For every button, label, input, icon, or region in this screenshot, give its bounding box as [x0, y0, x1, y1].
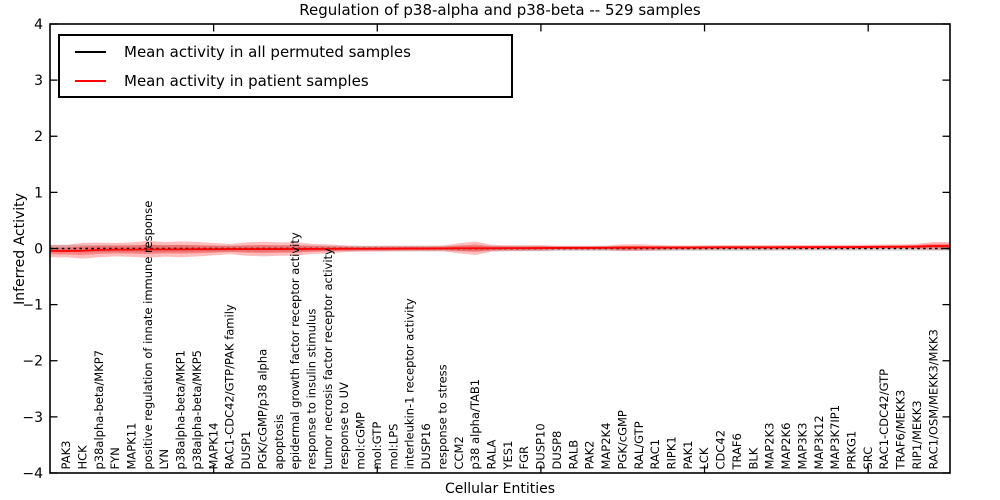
y-tick-label: 2	[34, 129, 43, 145]
x-category-label: RAC1/OSM/MEKK3/MKK3	[926, 329, 940, 469]
x-category-label: PAK3	[59, 441, 73, 470]
x-category-label: LCK	[697, 447, 711, 469]
legend-label-permuted: Mean activity in all permuted samples	[124, 42, 411, 61]
x-category-label: RIPK1	[664, 436, 678, 469]
x-category-label: MAP3K3	[795, 423, 809, 470]
x-category-label: p38alpha-beta/MKP5	[190, 350, 204, 469]
permuted-line-swatch	[75, 50, 106, 53]
x-category-label: mol:cGMP	[354, 412, 368, 469]
x-category-label: CCM2	[452, 436, 466, 469]
x-category-label: PAK1	[681, 441, 695, 470]
x-category-label: MAP2K6	[779, 423, 793, 470]
y-tick-label: 1	[34, 185, 43, 201]
x-category-label: PAK2	[583, 441, 597, 470]
x-category-label: RALB	[566, 440, 580, 470]
x-category-label: PGK/cGMP	[615, 410, 629, 469]
x-category-label: MAP2K4	[599, 423, 613, 470]
x-category-label: MAPK14	[206, 423, 220, 470]
x-category-label: p38 alpha/TAB1	[468, 379, 482, 470]
chart-title: Regulation of p38-alpha and p38-beta -- …	[299, 1, 701, 19]
x-category-label: tumor necrosis factor receptor activity	[321, 248, 335, 470]
y-tick-label: −2	[22, 354, 43, 370]
x-category-label: p38alpha-beta/MKP1	[174, 350, 188, 469]
x-category-label: HCK	[75, 445, 89, 470]
x-category-label: RAC1-CDC42/GTP/PAK family	[223, 304, 237, 469]
x-axis-label: Cellular Entities	[444, 481, 556, 497]
x-category-label: TRAF6/MEKK3	[894, 390, 908, 471]
x-category-label: DUSP10	[534, 423, 548, 469]
x-category-label: PRKG1	[844, 431, 858, 470]
legend-entry-patient: Mean activity in patient samples	[60, 67, 511, 94]
x-category-label: RALA	[484, 439, 498, 469]
x-category-label: CDC42	[714, 430, 728, 470]
legend-box: Mean activity in all permuted samples Me…	[58, 34, 513, 98]
x-category-label: FYN	[108, 447, 122, 469]
x-category-label: YES1	[501, 441, 515, 471]
x-category-label: mol:LPS	[386, 424, 400, 470]
x-category-label: apoptosis	[272, 414, 286, 469]
x-category-label: TRAF6	[730, 433, 744, 470]
x-category-label: epidermal growth factor receptor activit…	[288, 232, 302, 469]
x-category-label: MAP3K7IP1	[828, 405, 842, 470]
y-tick-label: 4	[34, 17, 43, 33]
legend-entry-permuted: Mean activity in all permuted samples	[60, 38, 511, 65]
y-tick-label: 3	[34, 73, 43, 89]
x-category-label: response to UV	[337, 382, 351, 470]
x-category-label: MAPK11	[124, 423, 138, 470]
x-category-label: RAL/GTP	[632, 421, 646, 469]
y-axis-label: Inferred Activity	[12, 193, 28, 305]
x-category-label: positive regulation of innate immune res…	[141, 201, 155, 470]
y-tick-label: −4	[22, 466, 43, 482]
x-category-label: LYN	[157, 449, 171, 470]
x-category-label: response to stress	[435, 364, 449, 469]
x-category-label: mol:GTP	[370, 422, 384, 470]
patient-mean-line	[50, 245, 950, 252]
x-category-label: PGK/cGMP/p38 alpha	[255, 349, 269, 470]
x-category-label: interleukin-1 receptor activity	[403, 298, 417, 469]
patient-line-swatch	[75, 79, 106, 82]
x-category-label: RAC1-CDC42/GTP	[877, 369, 891, 470]
x-category-label: DUSP1	[239, 431, 253, 470]
x-category-label: RAC1	[648, 439, 662, 470]
legend-label-patient: Mean activity in patient samples	[124, 71, 369, 90]
y-tick-label: −3	[22, 410, 43, 426]
x-category-label: MAP3K12	[812, 415, 826, 469]
x-category-label: MAP2K3	[763, 423, 777, 470]
x-category-label: response to insulin stimulus	[304, 309, 318, 470]
x-category-label: DUSP8	[550, 431, 564, 470]
x-category-label: RIP1/MEKK3	[910, 400, 924, 469]
y-tick-label: 0	[34, 241, 43, 257]
patient-band-outer	[50, 240, 950, 259]
x-category-label: SRC	[861, 447, 875, 470]
x-category-label: p38alpha-beta/MKP7	[92, 350, 106, 469]
x-category-label: DUSP16	[419, 423, 433, 469]
x-category-label: FGR	[517, 446, 531, 470]
y-tick-label: −1	[22, 298, 43, 314]
x-category-label: BLK	[746, 447, 760, 469]
